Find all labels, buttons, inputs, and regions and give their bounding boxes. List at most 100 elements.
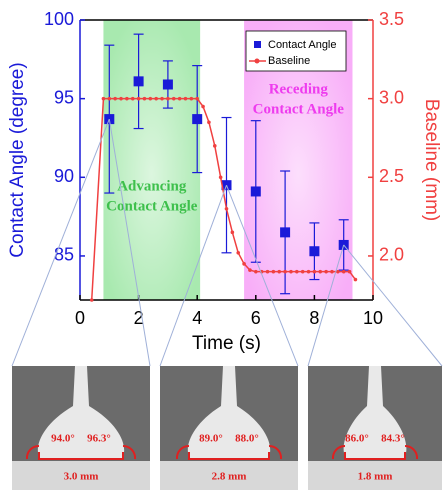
right-angle: 84.3° <box>381 433 405 445</box>
callout-line <box>226 184 299 367</box>
baseline-point <box>295 269 299 274</box>
baseline-point <box>283 269 287 274</box>
baseline-point <box>242 262 246 266</box>
photo-floor <box>160 461 298 490</box>
right-angle: 88.0° <box>235 433 259 445</box>
baseline-point <box>136 96 141 101</box>
baseline-width: 1.8 mm <box>358 471 393 483</box>
left-angle: 89.0° <box>199 433 223 445</box>
baseline-bracket <box>38 452 124 460</box>
baseline-point <box>177 96 182 101</box>
y2-tick-label: 3.5 <box>379 9 404 29</box>
baseline-point <box>248 268 252 272</box>
baseline-point <box>171 96 176 101</box>
angle-arc <box>404 444 419 460</box>
baseline-point <box>312 269 317 274</box>
baseline-point <box>183 96 188 101</box>
baseline-point <box>154 96 158 101</box>
baseline-point <box>160 96 164 101</box>
baseline-point <box>318 269 323 274</box>
baseline-point <box>265 269 270 274</box>
data-point <box>162 79 173 90</box>
y-tick-label: 100 <box>44 9 74 29</box>
x-tick-label: 4 <box>192 308 202 328</box>
baseline-point <box>148 96 153 101</box>
right-angle: 96.3° <box>87 433 111 445</box>
droplet <box>343 366 407 459</box>
baseline-point <box>142 96 147 101</box>
callout-line <box>307 244 345 367</box>
left-angle: 86.0° <box>345 433 369 445</box>
legend-marker <box>254 41 261 48</box>
region-glow <box>103 20 201 300</box>
data-point <box>192 114 203 125</box>
baseline-point <box>336 269 340 274</box>
baseline-width: 3.0 mm <box>64 471 99 483</box>
baseline-point <box>212 144 217 148</box>
legend-box <box>245 30 347 72</box>
baseline-point <box>119 96 123 101</box>
baseline-point <box>218 175 223 180</box>
data-point <box>309 246 320 257</box>
callout-line <box>11 118 110 367</box>
angle-arc <box>25 444 40 460</box>
legend-label: Baseline <box>268 55 310 67</box>
left-angle: 94.0° <box>51 433 75 445</box>
baseline-point <box>300 269 305 274</box>
photo-floor <box>308 461 442 490</box>
y2-tick-label: 3.0 <box>379 87 404 107</box>
baseline-point <box>224 206 229 211</box>
region-label: Contact Angle <box>106 198 198 214</box>
baseline-point <box>324 269 328 274</box>
angle-arc <box>175 444 190 460</box>
y-tick-label: 90 <box>54 166 74 186</box>
baseline-width: 2.8 mm <box>212 471 247 483</box>
data-point <box>280 227 291 238</box>
y-tick-label: 85 <box>54 245 74 265</box>
droplet <box>187 366 271 459</box>
photo: 86.0° 84.3° 1.8 mm <box>308 366 442 490</box>
y2-tick-label: 2.5 <box>379 166 404 186</box>
legend-label: Contact Angle <box>268 39 337 51</box>
baseline-point <box>125 96 129 101</box>
callout-line <box>159 184 227 367</box>
baseline-point <box>236 251 241 255</box>
baseline-point <box>189 96 194 101</box>
baseline-point <box>330 269 334 274</box>
data-point <box>133 76 144 87</box>
region-label: Contact Angle <box>253 101 345 117</box>
y-tick-label: 95 <box>54 87 74 107</box>
photo: 94.0° 96.3° 3.0 mm <box>12 366 150 490</box>
x-tick-label: 2 <box>134 308 144 328</box>
x-tick-label: 8 <box>309 308 319 328</box>
baseline-point <box>271 269 276 274</box>
x-tick-label: 10 <box>363 308 383 328</box>
baseline-point <box>289 269 293 274</box>
baseline-point <box>166 96 170 101</box>
data-point <box>250 186 261 197</box>
baseline-bracket <box>344 452 406 460</box>
region-label: Receding <box>269 81 329 97</box>
region-label: Advancing <box>117 178 187 194</box>
baseline-point <box>341 269 346 274</box>
x-axis-label: Time (s) <box>192 333 261 354</box>
baseline-point <box>113 96 117 101</box>
y2-axis-label: Baseline (mm) <box>421 99 442 221</box>
callout-line <box>108 119 151 367</box>
baseline-point <box>101 96 106 101</box>
baseline-point <box>353 277 358 282</box>
angle-arc <box>331 444 346 460</box>
droplet <box>37 366 125 459</box>
y2-tick-label: 2.0 <box>379 245 404 265</box>
photo: 89.0° 88.0° 2.8 mm <box>160 366 298 490</box>
baseline-point <box>207 120 211 125</box>
photo-floor <box>12 461 150 490</box>
baseline-point <box>347 269 352 274</box>
baseline-point <box>195 96 199 101</box>
baseline-point <box>107 96 112 101</box>
baseline-bracket <box>188 452 270 460</box>
baseline-point <box>130 96 135 101</box>
x-tick-label: 0 <box>75 308 85 328</box>
baseline-point <box>277 269 282 274</box>
